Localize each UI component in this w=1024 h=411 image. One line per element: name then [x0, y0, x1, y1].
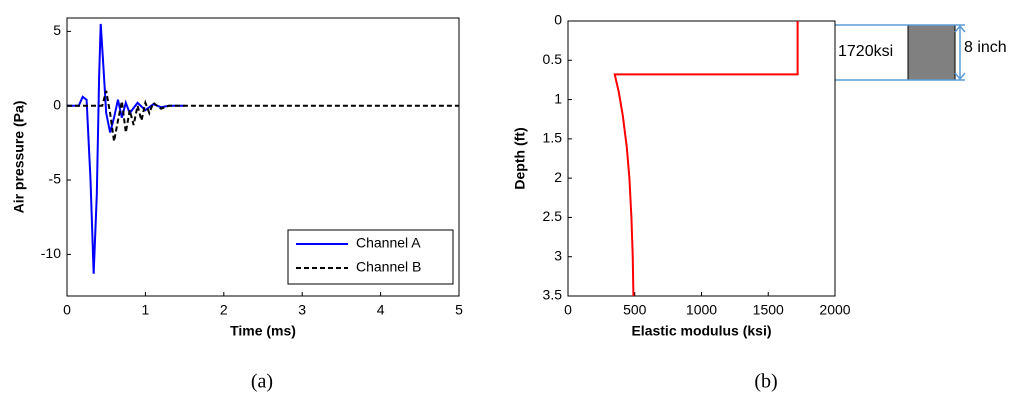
plot-frame: [66, 17, 460, 297]
x-axis-label: Time (ms): [230, 323, 296, 339]
y-tick-label: 0.5: [543, 51, 563, 67]
series-line: [67, 90, 459, 142]
y-tick-label: 2.5: [543, 208, 563, 224]
legend-label: Channel A: [356, 235, 421, 251]
y-tick-label: 3.5: [543, 287, 563, 303]
x-tick-label: 500: [623, 302, 647, 318]
caption: (a): [251, 371, 273, 393]
series-line: [613, 21, 799, 297]
y-tick-label: 5: [53, 22, 61, 38]
x-tick-label: 2: [220, 302, 228, 318]
y-tick-label: 3: [554, 247, 562, 263]
y-axis-label: Air pressure (Pa): [11, 101, 27, 214]
y-tick-label: 1: [554, 90, 562, 106]
x-tick-label: 0: [564, 302, 572, 318]
annotation: 1720ksi: [838, 43, 893, 60]
annotation: 8 inch: [964, 39, 1007, 56]
x-tick-label: 1000: [686, 302, 717, 318]
y-axis-label: Depth (ft): [512, 127, 528, 189]
x-tick-label: 1: [142, 302, 150, 318]
legend-label: Channel B: [356, 259, 421, 275]
x-tick-label: 4: [377, 302, 385, 318]
x-tick-label: 0: [63, 302, 71, 318]
y-tick-label: -10: [41, 245, 61, 261]
x-tick-label: 2000: [819, 302, 850, 318]
y-tick-label: 0: [53, 96, 61, 112]
y-tick-label: -5: [49, 171, 62, 187]
plot-frame: [567, 20, 836, 297]
x-tick-label: 3: [298, 302, 306, 318]
legend-box: [287, 229, 454, 285]
x-tick-label: 1500: [753, 302, 784, 318]
caption: (b): [754, 371, 777, 393]
y-tick-label: 2: [554, 169, 562, 185]
y-tick-label: 1.5: [543, 130, 563, 146]
x-tick-label: 5: [455, 302, 463, 318]
slab-block: [907, 24, 956, 81]
y-tick-label: 0: [554, 12, 562, 28]
series-line: [67, 23, 185, 274]
x-axis-label: Elastic modulus (ksi): [631, 323, 771, 339]
arrow-heads: [954, 24, 966, 81]
